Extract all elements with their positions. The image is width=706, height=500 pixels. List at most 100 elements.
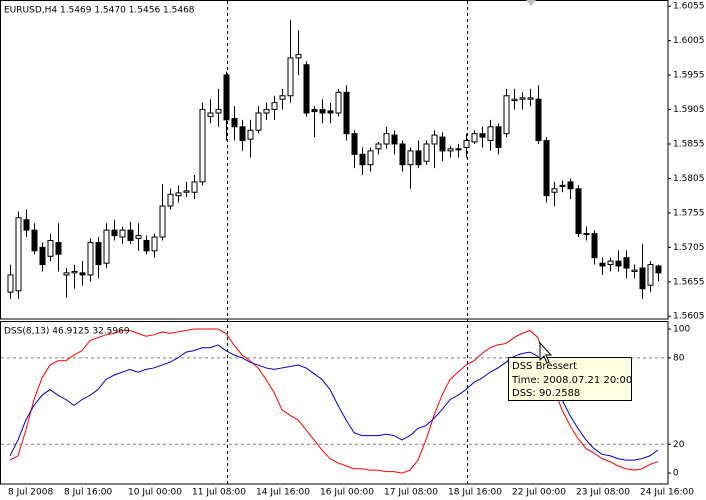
candle-body: [543, 140, 550, 197]
x-tick-label: 18 Jul 16:00: [448, 488, 502, 498]
candle-body: [535, 98, 542, 142]
candle-body: [23, 219, 30, 231]
candle-body: [183, 190, 190, 193]
candle-body: [519, 97, 526, 100]
tooltip-title: DSS Bressert: [512, 361, 577, 372]
tooltip-line: Time: 2008.07.21 20:00: [511, 375, 632, 386]
y-tick-label: 1.5855: [673, 139, 705, 149]
candle-body: [279, 95, 286, 100]
candle-body: [447, 148, 454, 152]
candle-body: [367, 150, 374, 166]
candle-body: [455, 148, 462, 151]
y-tick-label: 1.5755: [673, 208, 705, 218]
candle-body: [615, 260, 622, 267]
candle-body: [175, 192, 182, 197]
tooltip-box: [508, 357, 632, 401]
candle-body: [159, 205, 166, 238]
candle-body: [623, 257, 630, 269]
candle-body: [431, 134, 438, 145]
candle-body: [71, 270, 78, 274]
candle-body: [559, 184, 566, 187]
y-tick-label: 1.5605: [673, 312, 705, 322]
candle-body: [47, 239, 54, 257]
candle-body: [7, 274, 14, 293]
candle-body: [351, 133, 358, 155]
candle-body: [119, 229, 126, 238]
candle-body: [319, 109, 326, 114]
candle-body: [495, 126, 502, 148]
candle-body: [503, 95, 510, 135]
candle-body: [31, 229, 38, 252]
candle-body: [87, 242, 94, 276]
candle-body: [271, 102, 278, 111]
x-tick-label: 17 Jul 08:00: [384, 488, 438, 498]
candle-body: [415, 150, 422, 166]
x-tick-label: 23 Jul 08:00: [576, 488, 630, 498]
candle-body: [303, 64, 310, 114]
candle-body: [567, 181, 574, 190]
candle-body: [151, 236, 158, 252]
y-tick-label: 20: [673, 440, 685, 450]
candle-body: [143, 239, 150, 252]
y-tick-label: 0: [673, 469, 679, 479]
candle-body: [215, 109, 222, 114]
candle-body: [207, 112, 214, 117]
candle-body: [327, 110, 334, 114]
main-window: [0, 0, 669, 320]
candle-body: [255, 112, 262, 131]
candle-body: [103, 229, 110, 264]
candle-body: [583, 233, 590, 236]
candle-body: [111, 229, 118, 237]
candle-body: [223, 74, 230, 121]
candle-body: [295, 53, 302, 59]
x-tick-label: 24 Jul 16:00: [640, 488, 694, 498]
shift-marker: [526, 0, 536, 6]
candle-body: [607, 260, 614, 266]
x-tick-label: 8 Jul 16:00: [64, 488, 113, 498]
candle-body: [511, 98, 518, 102]
x-tick-label: 22 Jul 00:00: [512, 488, 566, 498]
indicator-header: DSS(8,13) 46.9125 32.5969: [4, 327, 130, 337]
x-tick-label: 14 Jul 16:00: [256, 488, 310, 498]
y-tick-label: 1.5705: [673, 243, 705, 253]
candle-body: [79, 272, 86, 276]
y-tick-label: 1.6005: [673, 36, 705, 46]
candle-body: [335, 91, 342, 114]
tooltip-line: DSS: 90.2588: [512, 388, 580, 399]
y-tick-label: 1.5905: [673, 105, 705, 115]
candle-body: [551, 188, 558, 193]
candle-body: [375, 143, 382, 150]
candle-body: [391, 134, 398, 145]
y-tick-label: 1.5805: [673, 174, 705, 184]
candle-body: [599, 262, 606, 267]
candle-body: [95, 242, 102, 266]
candle-body: [471, 133, 478, 143]
y-tick-label: 100: [673, 325, 690, 335]
candle-body: [39, 246, 46, 266]
candle-body: [263, 109, 270, 114]
candle-body: [15, 217, 22, 292]
y-tick-label: 1.6055: [673, 2, 705, 12]
x-tick-label: 8 Jul 2008: [8, 488, 53, 498]
candle-body: [191, 181, 198, 193]
tooltip: DSS Bressert Time: 2008.07.21 20:00 DSS:…: [508, 357, 632, 401]
candle-body: [655, 265, 662, 274]
candle-body: [127, 229, 134, 241]
candle-body: [399, 143, 406, 166]
candle-body: [439, 136, 446, 152]
candle-body: [231, 118, 238, 128]
candle-body: [479, 133, 486, 138]
candle-body: [463, 140, 470, 148]
candle-body: [247, 129, 254, 140]
candle-body: [63, 272, 70, 276]
main-header: EURUSD,H4 1.5469 1.5470 1.5456 1.5468: [4, 6, 195, 16]
y-tick-label: 80: [673, 353, 685, 363]
candle-body: [199, 109, 206, 183]
candle-body: [55, 242, 62, 255]
candle-body: [591, 233, 598, 259]
candle-body: [167, 193, 174, 207]
x-tick-label: 11 Jul 08:00: [192, 488, 246, 498]
